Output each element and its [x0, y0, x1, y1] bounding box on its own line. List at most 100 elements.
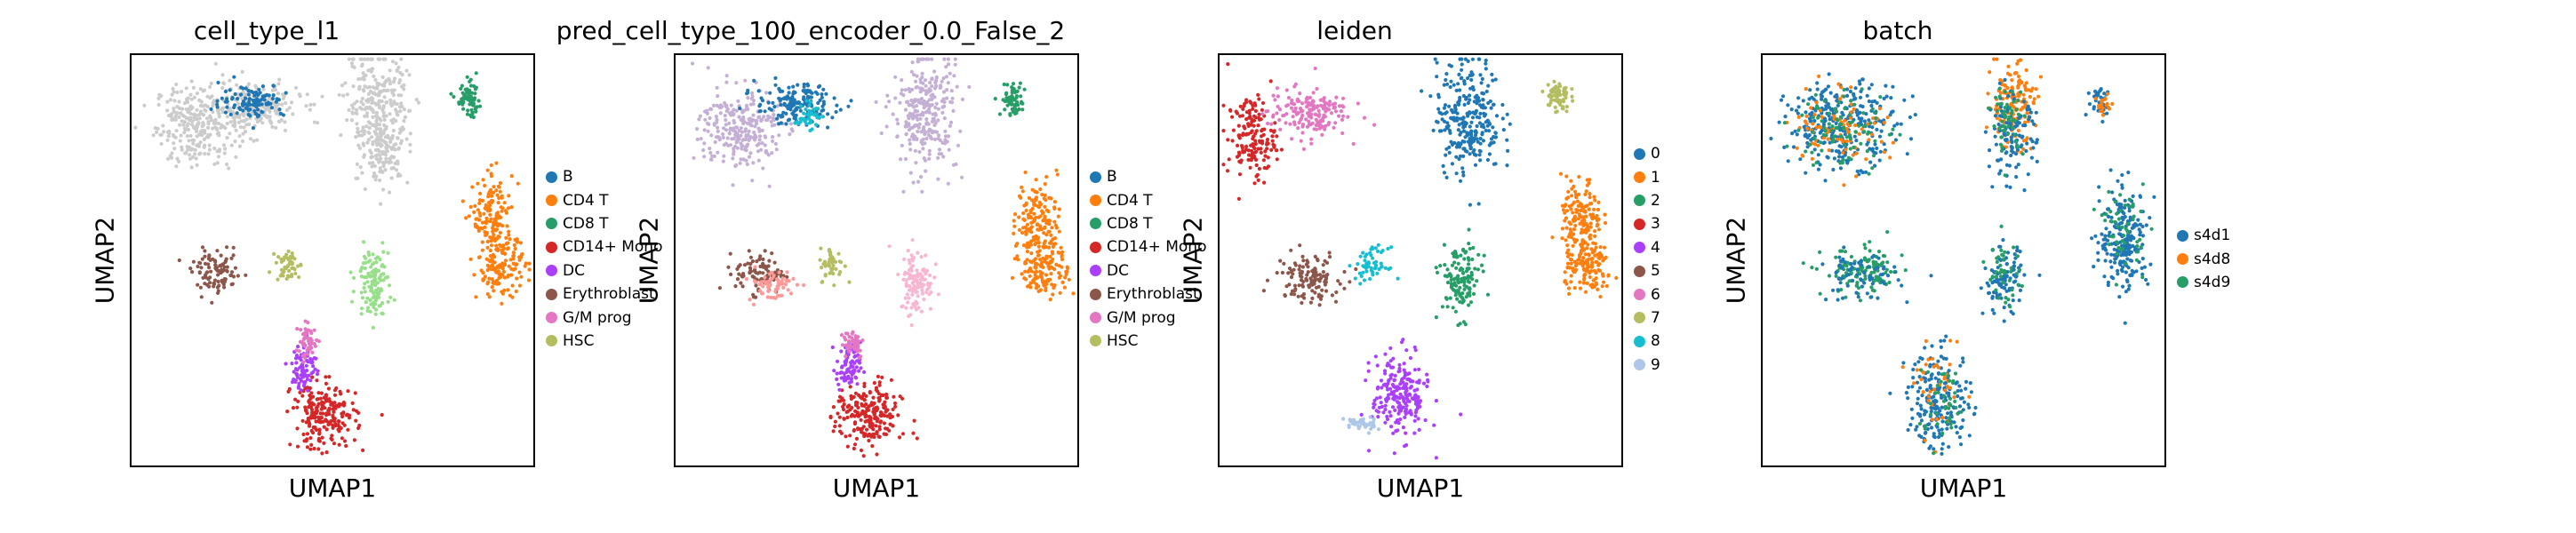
- scatter-point: [381, 57, 386, 61]
- scatter-point: [1469, 120, 1474, 124]
- scatter-point: [378, 258, 382, 262]
- scatter-point: [864, 414, 868, 418]
- scatter-point: [398, 109, 403, 114]
- scatter-point: [329, 419, 333, 424]
- scatter-point: [280, 272, 284, 276]
- scatter-point: [508, 237, 512, 242]
- scatter-point: [244, 96, 248, 100]
- scatter-point: [189, 97, 194, 101]
- scatter-point: [355, 99, 359, 104]
- scatter-point: [284, 252, 289, 257]
- scatter-point: [1036, 244, 1041, 249]
- scatter-point: [1488, 122, 1492, 126]
- scatter-point: [816, 100, 820, 106]
- scatter-point: [1569, 235, 1573, 240]
- scatter-point: [1291, 115, 1295, 119]
- scatter-point: [850, 405, 854, 410]
- scatter-point: [1579, 208, 1583, 213]
- scatter-point: [299, 328, 303, 332]
- scatter-point: [388, 295, 393, 299]
- scatter-point: [1046, 279, 1051, 283]
- scatter-point: [378, 166, 382, 171]
- scatter-point: [497, 195, 501, 201]
- scatter-point: [775, 116, 780, 121]
- scatter-point: [740, 144, 744, 148]
- scatter-point: [798, 120, 803, 124]
- scatter-point: [1228, 107, 1233, 112]
- scatter-point: [947, 147, 951, 152]
- scatter-point: [1596, 207, 1601, 212]
- scatter-point: [216, 279, 220, 284]
- scatter-point: [223, 259, 228, 264]
- scatter-point: [795, 100, 799, 105]
- scatter-point: [784, 111, 788, 115]
- scatter-point: [1044, 288, 1048, 292]
- scatter-point: [495, 236, 500, 241]
- scatter-point: [231, 274, 236, 279]
- scatter-point: [1583, 290, 1588, 294]
- scatter-point: [1049, 233, 1053, 237]
- scatter-point: [356, 126, 360, 131]
- scatter-point: [1050, 226, 1054, 230]
- scatter-point: [502, 275, 508, 280]
- scatter-point: [480, 220, 485, 225]
- scatter-point: [1020, 107, 1025, 112]
- scatter-point: [1310, 296, 1315, 300]
- scatter-point: [891, 424, 895, 428]
- scatter-point: [487, 295, 492, 299]
- scatter-point: [857, 361, 862, 365]
- scatter-point: [947, 62, 951, 67]
- scatter-point: [1032, 201, 1036, 205]
- scatter-point: [1558, 171, 1564, 176]
- scatter-point: [775, 284, 780, 289]
- scatter-point: [1017, 85, 1021, 90]
- scatter-point: [946, 81, 950, 85]
- scatter-point: [331, 407, 335, 411]
- scatter-point: [919, 309, 924, 314]
- scatter-point: [773, 290, 778, 294]
- scatter-point: [1484, 61, 1488, 66]
- scatter-point: [828, 271, 832, 275]
- scatter-point: [789, 98, 794, 102]
- scatter-point: [788, 122, 793, 126]
- scatter-point: [1486, 119, 1491, 123]
- scatter-point: [916, 285, 921, 290]
- scatter-point: [1019, 100, 1024, 106]
- scatter-point: [1585, 266, 1589, 271]
- scatter-point: [715, 85, 719, 90]
- scatter-point: [1563, 270, 1567, 274]
- scatter-point: [225, 245, 229, 250]
- scatter-point: [482, 211, 486, 216]
- scatter-point: [414, 98, 419, 102]
- scatter-point: [771, 135, 775, 139]
- scatter-point: [1324, 107, 1329, 111]
- scatter-point: [392, 143, 396, 147]
- scatter-point: [371, 252, 375, 257]
- scatter-point: [1462, 139, 1467, 144]
- scatter-point: [820, 92, 824, 97]
- scatter-point: [854, 436, 859, 441]
- scatter-point: [937, 133, 941, 138]
- scatter-point: [179, 90, 184, 94]
- scatter-point: [924, 84, 928, 88]
- scatter-point: [165, 99, 170, 104]
- scatter-point: [392, 88, 396, 92]
- scatter-point: [952, 74, 956, 78]
- scatter-point: [196, 282, 200, 287]
- scatter-point: [474, 295, 478, 299]
- scatter-point: [788, 132, 792, 137]
- scatter-point: [921, 147, 925, 151]
- scatter-point: [764, 135, 768, 139]
- scatter-point: [1312, 127, 1316, 131]
- scatter-point: [407, 108, 412, 114]
- scatter-point: [284, 91, 288, 95]
- scatter-point: [909, 69, 914, 74]
- scatter-point: [1576, 203, 1580, 208]
- scatter-point: [364, 99, 369, 103]
- scatter-point: [212, 284, 216, 289]
- scatter-point: [316, 436, 321, 442]
- scatter-point: [212, 99, 216, 103]
- scatter-point: [376, 290, 381, 295]
- scatter-point: [1275, 134, 1279, 139]
- scatter-point: [517, 270, 522, 274]
